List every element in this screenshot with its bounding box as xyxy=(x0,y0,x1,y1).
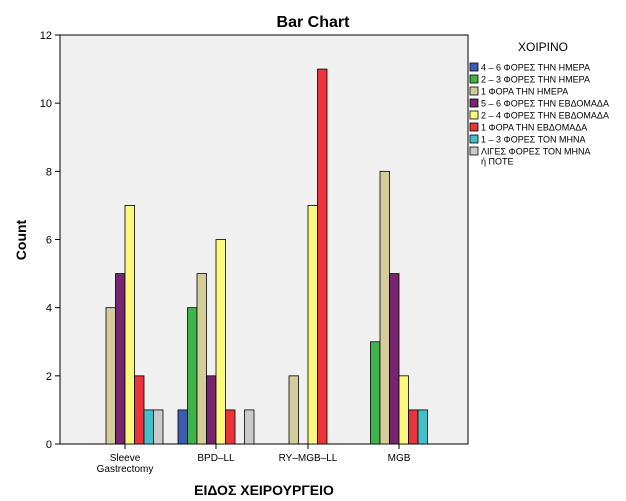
legend-label: ΛΙΓΕΣ ΦΟΡΕΣ ΤΟΝ ΜΗΝΑ ή ΠΟΤΕ xyxy=(481,147,590,167)
bar xyxy=(225,409,236,445)
legend-label: 2 – 3 ΦΟΡΕΣ ΤΗΝ ΗΜΕΡΑ xyxy=(481,75,590,85)
bar xyxy=(317,68,328,445)
bar xyxy=(379,170,390,445)
bar xyxy=(105,307,116,445)
legend-label: 1 – 3 ΦΟΡΕΣ ΤΟΝ ΜΗΝΑ xyxy=(481,135,585,145)
x-tick-label: RY–MGB–LL xyxy=(279,453,338,464)
legend-swatch xyxy=(469,98,479,108)
bars xyxy=(105,68,428,445)
bar xyxy=(215,239,226,445)
bar xyxy=(196,273,207,445)
y-axis: 0 2 4 6 8 10 12 xyxy=(40,30,60,451)
bar xyxy=(206,375,217,445)
chart-title: Bar Chart xyxy=(277,14,351,31)
y-tick-label: 8 xyxy=(46,166,52,178)
x-axis: Sleeve Gastrectomy BPD–LL RY–MGB–LL MGB xyxy=(97,444,411,475)
bar xyxy=(115,273,126,445)
bar xyxy=(244,409,255,445)
legend-swatch xyxy=(469,110,479,120)
x-tick-label: MGB xyxy=(388,453,411,464)
bar xyxy=(177,409,188,445)
x-tick-label: BPD–LL xyxy=(197,453,235,464)
legend-title: ΧΟΙΡΙΝΟ xyxy=(518,40,568,54)
y-tick-label: 0 xyxy=(46,439,52,451)
x-axis-title: ΕΙΔΟΣ ΧΕΙΡΟΥΡΓΕΙΟ xyxy=(194,482,334,498)
bar xyxy=(134,375,145,445)
y-tick-label: 10 xyxy=(40,98,52,110)
legend: ΧΟΙΡΙΝΟ 4 – 6 ΦΟΡΕΣ ΤΗΝ ΗΜΕΡΑ 2 – 3 ΦΟΡΕΣ… xyxy=(469,40,609,167)
legend-swatch xyxy=(469,146,479,156)
y-tick-label: 12 xyxy=(40,30,52,42)
legend-label: 5 – 6 ΦΟΡΕΣ ΤΗΝ ΕΒΔΟΜΑΔΑ xyxy=(481,99,609,109)
legend-swatch xyxy=(469,86,479,96)
legend-swatch xyxy=(469,134,479,144)
bar xyxy=(398,375,409,445)
legend-swatch xyxy=(469,122,479,132)
bar xyxy=(187,307,198,445)
bar xyxy=(124,205,135,445)
bar xyxy=(389,273,400,445)
x-tick-label: Sleeve Gastrectomy xyxy=(97,453,154,475)
legend-label: 1 ΦΟΡΑ ΤΗΝ ΗΜΕΡΑ xyxy=(481,87,568,97)
bar xyxy=(307,205,318,445)
y-tick-label: 2 xyxy=(46,371,52,383)
bar xyxy=(408,409,419,445)
bar xyxy=(370,341,381,445)
bar xyxy=(288,375,299,445)
legend-label: 4 – 6 ΦΟΡΕΣ ΤΗΝ ΗΜΕΡΑ xyxy=(481,63,590,73)
bar xyxy=(417,409,428,445)
legend-label: 2 – 4 ΦΟΡΕΣ ΤΗΝ ΕΒΔΟΜΑΔΑ xyxy=(481,111,609,121)
legend-swatch xyxy=(469,74,479,84)
y-axis-title: Count xyxy=(13,219,29,260)
bar xyxy=(153,409,164,445)
legend-label: 1 ΦΟΡΑ ΤΗΝ ΕΒΔΟΜΑΔΑ xyxy=(481,123,587,133)
y-tick-label: 6 xyxy=(46,235,52,247)
y-tick-label: 4 xyxy=(46,303,52,315)
legend-swatch xyxy=(469,62,479,72)
bar xyxy=(143,409,154,445)
